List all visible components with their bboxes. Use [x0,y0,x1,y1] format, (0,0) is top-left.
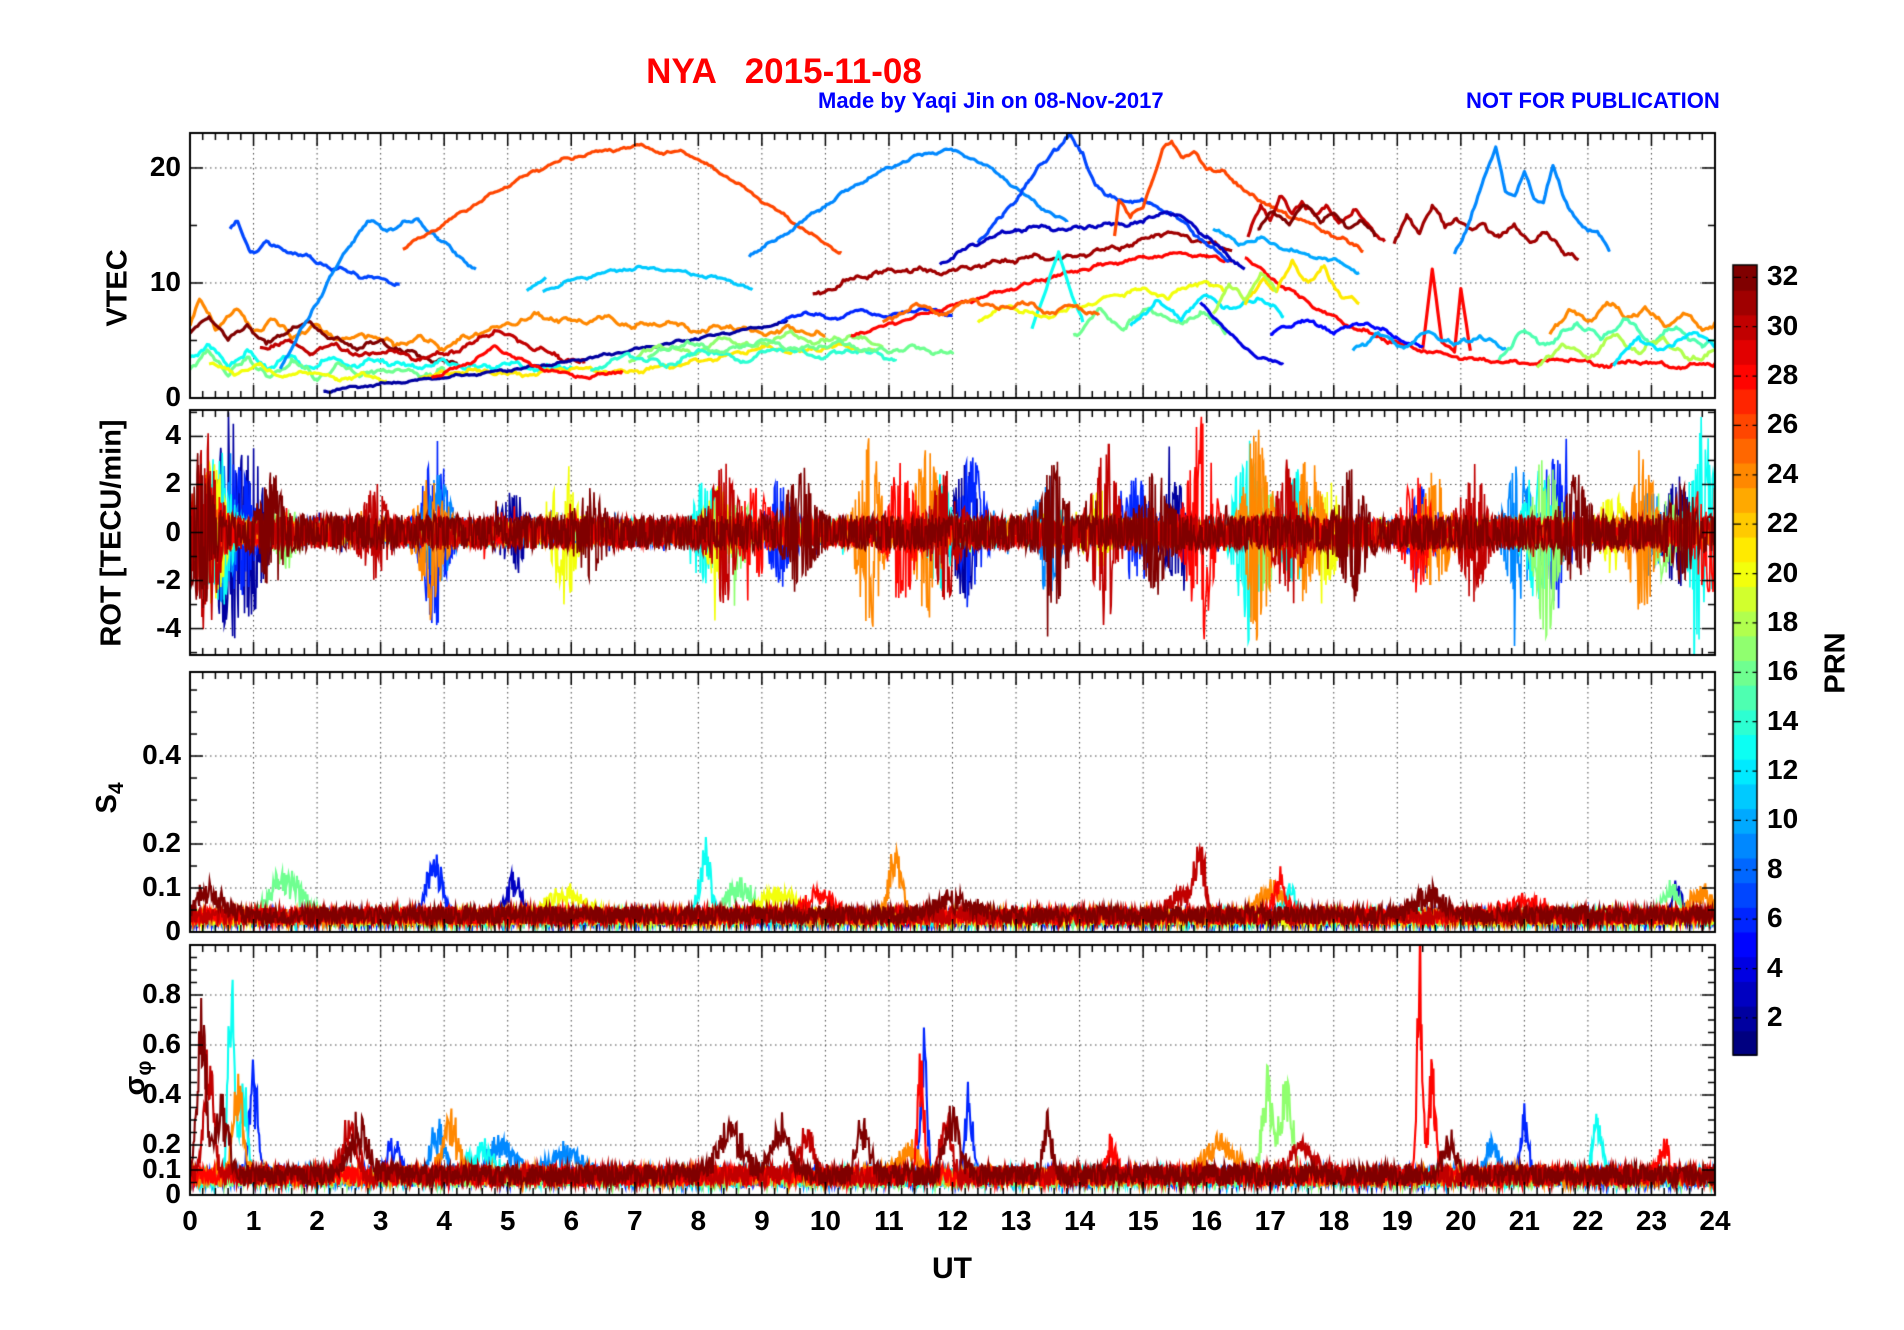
x-tick-label: 17 [1254,1205,1286,1236]
y-tick-label: 10 [149,265,181,297]
x-tick-label: 13 [1000,1205,1032,1236]
x-tick-label: 0 [182,1205,198,1236]
y-tick-label: 0 [165,515,181,547]
colorbar-tick-label: 24 [1767,457,1799,489]
x-tick-label: 20 [1445,1205,1477,1236]
x-tick-label: 19 [1381,1205,1413,1236]
colorbar-tick-label: 20 [1767,556,1799,588]
y-tick-label: 0 [165,381,181,412]
x-tick-label: 22 [1572,1205,1604,1236]
y-tick-label: 0 [165,915,181,946]
colorbar-tick-label: 28 [1767,359,1799,391]
x-tick-label: 8 [690,1205,707,1236]
colorbar-tick-label: 2 [1767,1000,1783,1032]
x-tick-label: 2 [309,1205,325,1236]
y-tick-label: 0.1 [142,1153,181,1184]
x-tick-label: 23 [1635,1205,1668,1236]
s4-axis-label: S4 [91,782,128,814]
y-tick-label: 4 [165,419,181,451]
x-tick-label: 11 [874,1205,904,1236]
x-tick-label: 12 [936,1205,969,1236]
y-tick-label: 0 [165,1178,181,1209]
x-tick-label: 16 [1191,1205,1223,1236]
x-tick-label: 10 [809,1205,841,1236]
y-tick-label: 0.4 [142,1078,181,1109]
colorbar-tick-label: 26 [1767,408,1799,440]
y-tick-label: 2 [165,467,181,499]
x-tick-label: 15 [1127,1205,1159,1236]
y-tick-label: 0.2 [142,1128,181,1159]
x-tick-label: 5 [499,1205,516,1236]
y-tick-label: 0.8 [142,978,181,1009]
y-tick-label: -2 [156,563,181,595]
y-tick-label: 20 [149,150,181,182]
x-tick-label: 14 [1064,1205,1096,1236]
x-tick-label: 9 [754,1205,770,1236]
chart-title: NYA 2015-11-08 [646,52,922,91]
x-tick-label: 7 [626,1205,643,1236]
x-tick-label: 24 [1699,1205,1731,1236]
y-tick-label: 0.1 [142,871,181,902]
publication-notice: NOT FOR PUBLICATION [1466,88,1720,113]
x-tick-label: 1 [245,1205,262,1236]
x-tick-label: 3 [372,1205,389,1236]
colorbar-tick-label: 32 [1767,260,1799,292]
colorbar-tick-label: 12 [1767,754,1799,786]
x-tick-label: 4 [436,1205,452,1236]
colorbar-tick-label: 18 [1767,605,1799,637]
colorbar-tick-label: 30 [1767,309,1799,341]
colorbar-tick-label: 4 [1767,951,1783,983]
colorbar-tick-label: 22 [1767,507,1799,539]
colorbar-tick-label: 8 [1767,852,1783,884]
y-tick-label: -4 [156,611,181,643]
x-tick-label: 21 [1508,1205,1540,1236]
credit-note: Made by Yaqi Jin on 08-Nov-2017 [818,88,1164,113]
colorbar-tick-label: 10 [1767,803,1799,835]
x-axis-label: UT [932,1252,972,1285]
x-tick-label: 18 [1318,1205,1350,1236]
x-tick-label: 6 [563,1205,580,1236]
colorbar-tick-label: 16 [1767,655,1799,687]
y-tick-label: 0.6 [142,1028,181,1059]
colorbar-tick-label: 14 [1767,704,1799,736]
y-tick-label: 0.2 [142,827,181,858]
y-tick-label: 0.4 [142,739,181,771]
colorbar-tick-label: 6 [1767,902,1783,934]
